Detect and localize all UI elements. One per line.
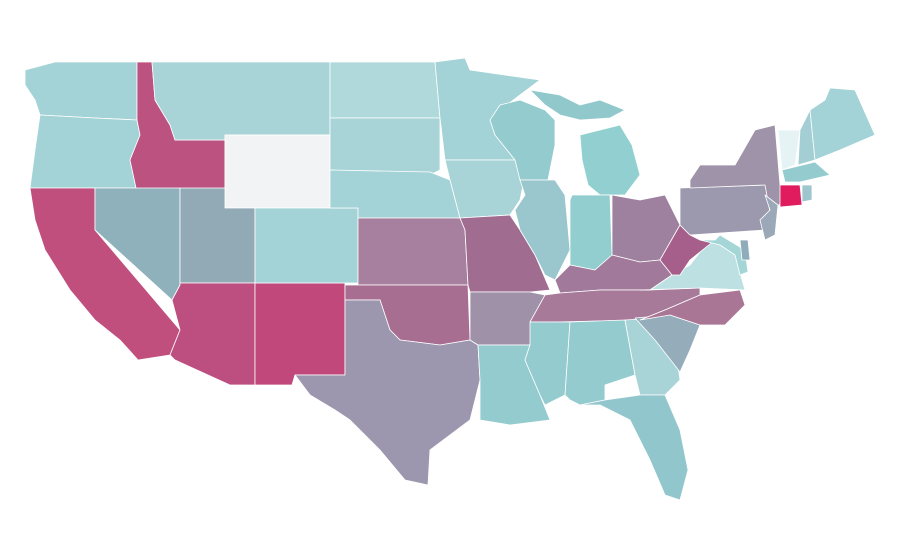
state: [781, 161, 831, 183]
state: [564, 319, 636, 406]
state: [169, 282, 256, 386]
state: [639, 289, 746, 326]
state: [329, 117, 441, 176]
state: [254, 282, 346, 386]
state: [329, 61, 441, 119]
states: [24, 57, 876, 501]
state: [779, 184, 803, 208]
state: [777, 129, 801, 171]
state: [529, 89, 626, 121]
state: [489, 99, 556, 181]
state: [739, 239, 751, 261]
state: [24, 61, 138, 121]
state: [254, 207, 359, 284]
state: [809, 87, 876, 161]
state: [759, 194, 779, 241]
state: [801, 184, 813, 203]
state: [514, 179, 571, 281]
state: [569, 194, 613, 271]
state: [151, 61, 331, 141]
state: [679, 184, 776, 236]
state: [294, 299, 481, 486]
state: [357, 217, 469, 286]
state: [224, 134, 331, 209]
state: [29, 114, 141, 189]
state: [699, 234, 749, 276]
state: [579, 394, 689, 501]
state: [579, 124, 641, 196]
state: [459, 214, 551, 293]
